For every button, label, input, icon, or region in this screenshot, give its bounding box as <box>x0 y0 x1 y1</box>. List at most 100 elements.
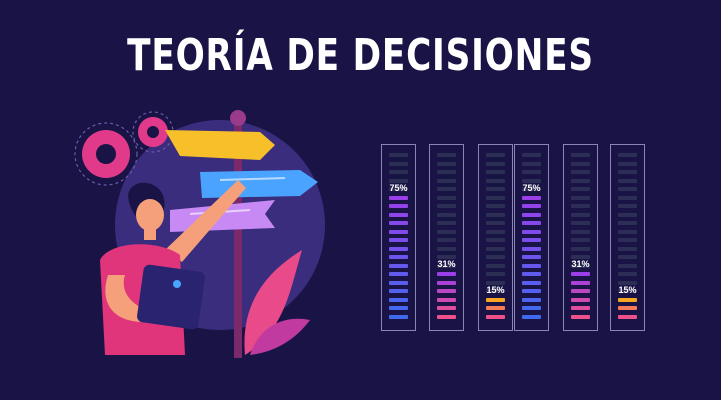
meter-bar <box>618 306 637 310</box>
meter-bar <box>437 221 456 225</box>
meter-bar <box>389 178 408 183</box>
meter-percent-label: 75% <box>389 182 408 193</box>
meter-bar <box>486 204 505 208</box>
meter-bar <box>437 255 456 259</box>
meter-bar <box>522 212 541 217</box>
meter-bar <box>389 289 408 293</box>
meter-bar <box>437 178 456 183</box>
level-meter: 15% <box>610 144 645 331</box>
meter-bar <box>571 161 590 166</box>
meter-bar <box>571 170 590 174</box>
meter-bar <box>437 161 456 166</box>
meter-bar <box>486 238 505 242</box>
meter-bar <box>437 272 456 276</box>
meter-bar <box>522 272 541 276</box>
meter-bar <box>618 195 637 200</box>
meter-bar <box>571 178 590 183</box>
meter-bar <box>389 255 408 259</box>
meter-bar <box>618 297 637 302</box>
meter-bar <box>389 297 408 302</box>
meter-bar <box>389 238 408 242</box>
meter-percent-label: 75% <box>522 182 541 193</box>
level-meter: 31% <box>563 144 598 331</box>
meter-bar <box>389 170 408 174</box>
meter-bar <box>486 272 505 276</box>
meter-bar <box>437 212 456 217</box>
meter-bar <box>437 246 456 251</box>
level-meter: 75% <box>381 144 416 331</box>
meter-bar <box>389 195 408 200</box>
level-meter: 75% <box>514 144 549 331</box>
meter-bar <box>389 272 408 276</box>
meter-bar <box>437 306 456 310</box>
meter-bar <box>522 221 541 225</box>
meter-bar <box>486 246 505 251</box>
meter-bar <box>437 314 456 319</box>
meter-bar <box>618 187 637 191</box>
meter-bar <box>522 195 541 200</box>
meter-bar <box>522 153 541 157</box>
meter-bar <box>437 297 456 302</box>
meter-bar <box>486 153 505 157</box>
page-title: TEORÍA DE DECISIONES <box>127 30 594 81</box>
meter-bar <box>618 314 637 319</box>
meter-bar <box>571 297 590 302</box>
meter-bar <box>522 280 541 285</box>
meter-percent-label: 15% <box>486 284 505 295</box>
meter-bar <box>486 289 505 293</box>
meter-bar <box>618 153 637 157</box>
meter-bar <box>437 280 456 285</box>
meter-bar <box>486 263 505 268</box>
meter-bar <box>389 263 408 268</box>
meter-bar <box>618 238 637 242</box>
meter-bar <box>389 306 408 310</box>
meter-bar <box>389 187 408 191</box>
meter-bar <box>571 263 590 268</box>
meter-bar <box>486 280 505 285</box>
meter-bar <box>618 204 637 208</box>
signpost-top <box>230 110 246 126</box>
meter-bar <box>522 289 541 293</box>
meter-bar <box>618 229 637 234</box>
meter-bar <box>522 161 541 166</box>
meter-bar <box>486 212 505 217</box>
large-gear-icon <box>74 122 138 186</box>
meter-bar <box>571 289 590 293</box>
level-meter: 31% <box>429 144 464 331</box>
meter-percent-label: 31% <box>437 259 456 269</box>
meter-bar <box>522 306 541 310</box>
meter-bar <box>571 212 590 217</box>
meter-bar <box>618 263 637 268</box>
meter-percent-label: 31% <box>571 259 590 269</box>
meter-bar <box>389 280 408 285</box>
meter-bar <box>618 289 637 293</box>
meter-bar <box>486 178 505 183</box>
meter-bar <box>522 314 541 319</box>
meter-bar <box>486 314 505 319</box>
meter-bar <box>618 280 637 285</box>
meter-bar <box>437 170 456 174</box>
meter-bar <box>437 289 456 293</box>
meter-bar <box>522 297 541 302</box>
meter-bar <box>437 153 456 157</box>
meter-bar <box>437 195 456 200</box>
level-meter: 15% <box>478 144 513 331</box>
meter-bar <box>618 272 637 276</box>
meter-bar <box>486 229 505 234</box>
meter-bar <box>522 263 541 268</box>
meter-bar <box>618 212 637 217</box>
meter-bar <box>618 221 637 225</box>
meter-bar <box>522 178 541 183</box>
signpost-pole <box>234 118 242 358</box>
meter-bar <box>522 229 541 234</box>
meter-bar <box>437 263 456 268</box>
meter-bar <box>437 204 456 208</box>
meter-bar <box>571 153 590 157</box>
sign-yellow <box>165 130 275 160</box>
meter-bar <box>486 297 505 302</box>
meter-bar <box>389 229 408 234</box>
meter-bar <box>389 212 408 217</box>
meter-bar <box>389 153 408 157</box>
sign-blue <box>200 170 318 198</box>
meter-bar <box>486 221 505 225</box>
